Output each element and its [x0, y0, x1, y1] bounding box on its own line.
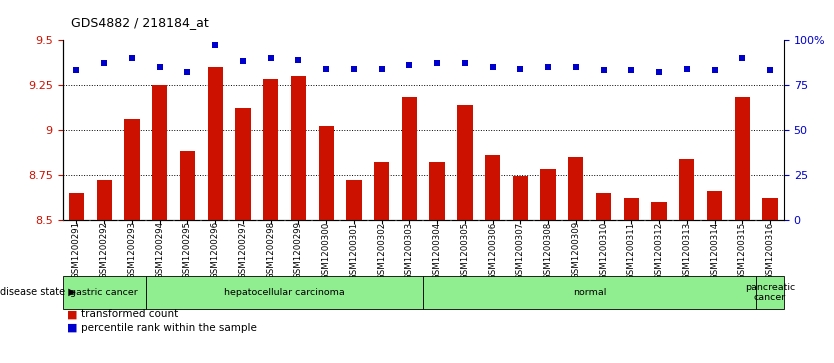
Point [70, 68, 83, 73]
Bar [707, 191, 722, 220]
Text: GSM1200314: GSM1200314 [710, 221, 719, 280]
Text: GSM1200296: GSM1200296 [211, 221, 219, 280]
Bar [235, 108, 250, 220]
Text: GSM1200316: GSM1200316 [766, 221, 775, 280]
Point [708, 68, 721, 73]
Bar [68, 193, 84, 220]
Bar [457, 105, 473, 220]
Bar [291, 76, 306, 220]
Text: GDS4882 / 218184_at: GDS4882 / 218184_at [71, 16, 208, 29]
Text: GSM1200304: GSM1200304 [433, 221, 442, 280]
Point [181, 69, 194, 75]
Text: GSM1200293: GSM1200293 [128, 221, 137, 280]
Bar [651, 202, 666, 220]
Point [652, 69, 666, 75]
Point [597, 68, 610, 73]
Bar [596, 193, 611, 220]
Point [125, 55, 138, 61]
Point [264, 55, 278, 61]
Point [292, 57, 305, 62]
Text: GSM1200306: GSM1200306 [488, 221, 497, 280]
Bar [568, 157, 584, 220]
Text: transformed count: transformed count [81, 309, 178, 319]
Text: GSM1200298: GSM1200298 [266, 221, 275, 280]
Bar [63, 276, 146, 309]
Text: normal: normal [573, 288, 606, 297]
Text: GSM1200309: GSM1200309 [571, 221, 580, 280]
Bar [423, 276, 756, 309]
Text: GSM1200307: GSM1200307 [516, 221, 525, 280]
Text: pancreatic
cancer: pancreatic cancer [745, 282, 795, 302]
Bar [762, 198, 778, 220]
Point [430, 60, 444, 66]
Text: ■: ■ [67, 309, 78, 319]
Bar [756, 276, 784, 309]
Point [541, 64, 555, 70]
Bar [319, 126, 334, 220]
Bar [263, 79, 279, 220]
Point [208, 42, 222, 48]
Text: gastric cancer: gastric cancer [70, 288, 138, 297]
Bar [735, 97, 750, 220]
Bar [485, 155, 500, 220]
Text: GSM1200310: GSM1200310 [599, 221, 608, 280]
Bar [152, 85, 168, 220]
Bar [124, 119, 139, 220]
Text: GSM1200312: GSM1200312 [655, 221, 664, 280]
Point [736, 55, 749, 61]
Bar [208, 67, 223, 220]
Bar [402, 97, 417, 220]
Point [763, 68, 776, 73]
Text: GSM1200297: GSM1200297 [239, 221, 248, 280]
Text: percentile rank within the sample: percentile rank within the sample [81, 323, 257, 333]
Point [403, 62, 416, 68]
Point [98, 60, 111, 66]
Point [681, 66, 694, 72]
Bar [146, 276, 424, 309]
Point [569, 64, 582, 70]
Bar [430, 162, 445, 220]
Text: GSM1200311: GSM1200311 [627, 221, 636, 280]
Point [625, 68, 638, 73]
Text: GSM1200313: GSM1200313 [682, 221, 691, 280]
Text: GSM1200308: GSM1200308 [544, 221, 553, 280]
Text: GSM1200315: GSM1200315 [738, 221, 746, 280]
Bar [180, 151, 195, 220]
Text: GSM1200299: GSM1200299 [294, 221, 303, 279]
Point [486, 64, 500, 70]
Text: GSM1200301: GSM1200301 [349, 221, 359, 280]
Bar [540, 169, 555, 220]
Point [514, 66, 527, 72]
Bar [97, 180, 112, 220]
Text: ■: ■ [67, 323, 78, 333]
Point [347, 66, 360, 72]
Bar [624, 198, 639, 220]
Text: GSM1200292: GSM1200292 [100, 221, 108, 280]
Bar [679, 159, 695, 220]
Text: GSM1200305: GSM1200305 [460, 221, 470, 280]
Text: GSM1200300: GSM1200300 [322, 221, 330, 280]
Text: GSM1200302: GSM1200302 [377, 221, 386, 280]
Point [236, 58, 249, 64]
Point [458, 60, 471, 66]
Text: GSM1200294: GSM1200294 [155, 221, 164, 280]
Text: GSM1200303: GSM1200303 [404, 221, 414, 280]
Bar [346, 180, 361, 220]
Point [153, 64, 166, 70]
Text: GSM1200291: GSM1200291 [72, 221, 81, 280]
Bar [513, 176, 528, 220]
Point [375, 66, 389, 72]
Bar [374, 162, 389, 220]
Text: GSM1200295: GSM1200295 [183, 221, 192, 280]
Point [319, 66, 333, 72]
Text: hepatocellular carcinoma: hepatocellular carcinoma [224, 288, 345, 297]
Text: disease state ▶: disease state ▶ [0, 287, 76, 297]
